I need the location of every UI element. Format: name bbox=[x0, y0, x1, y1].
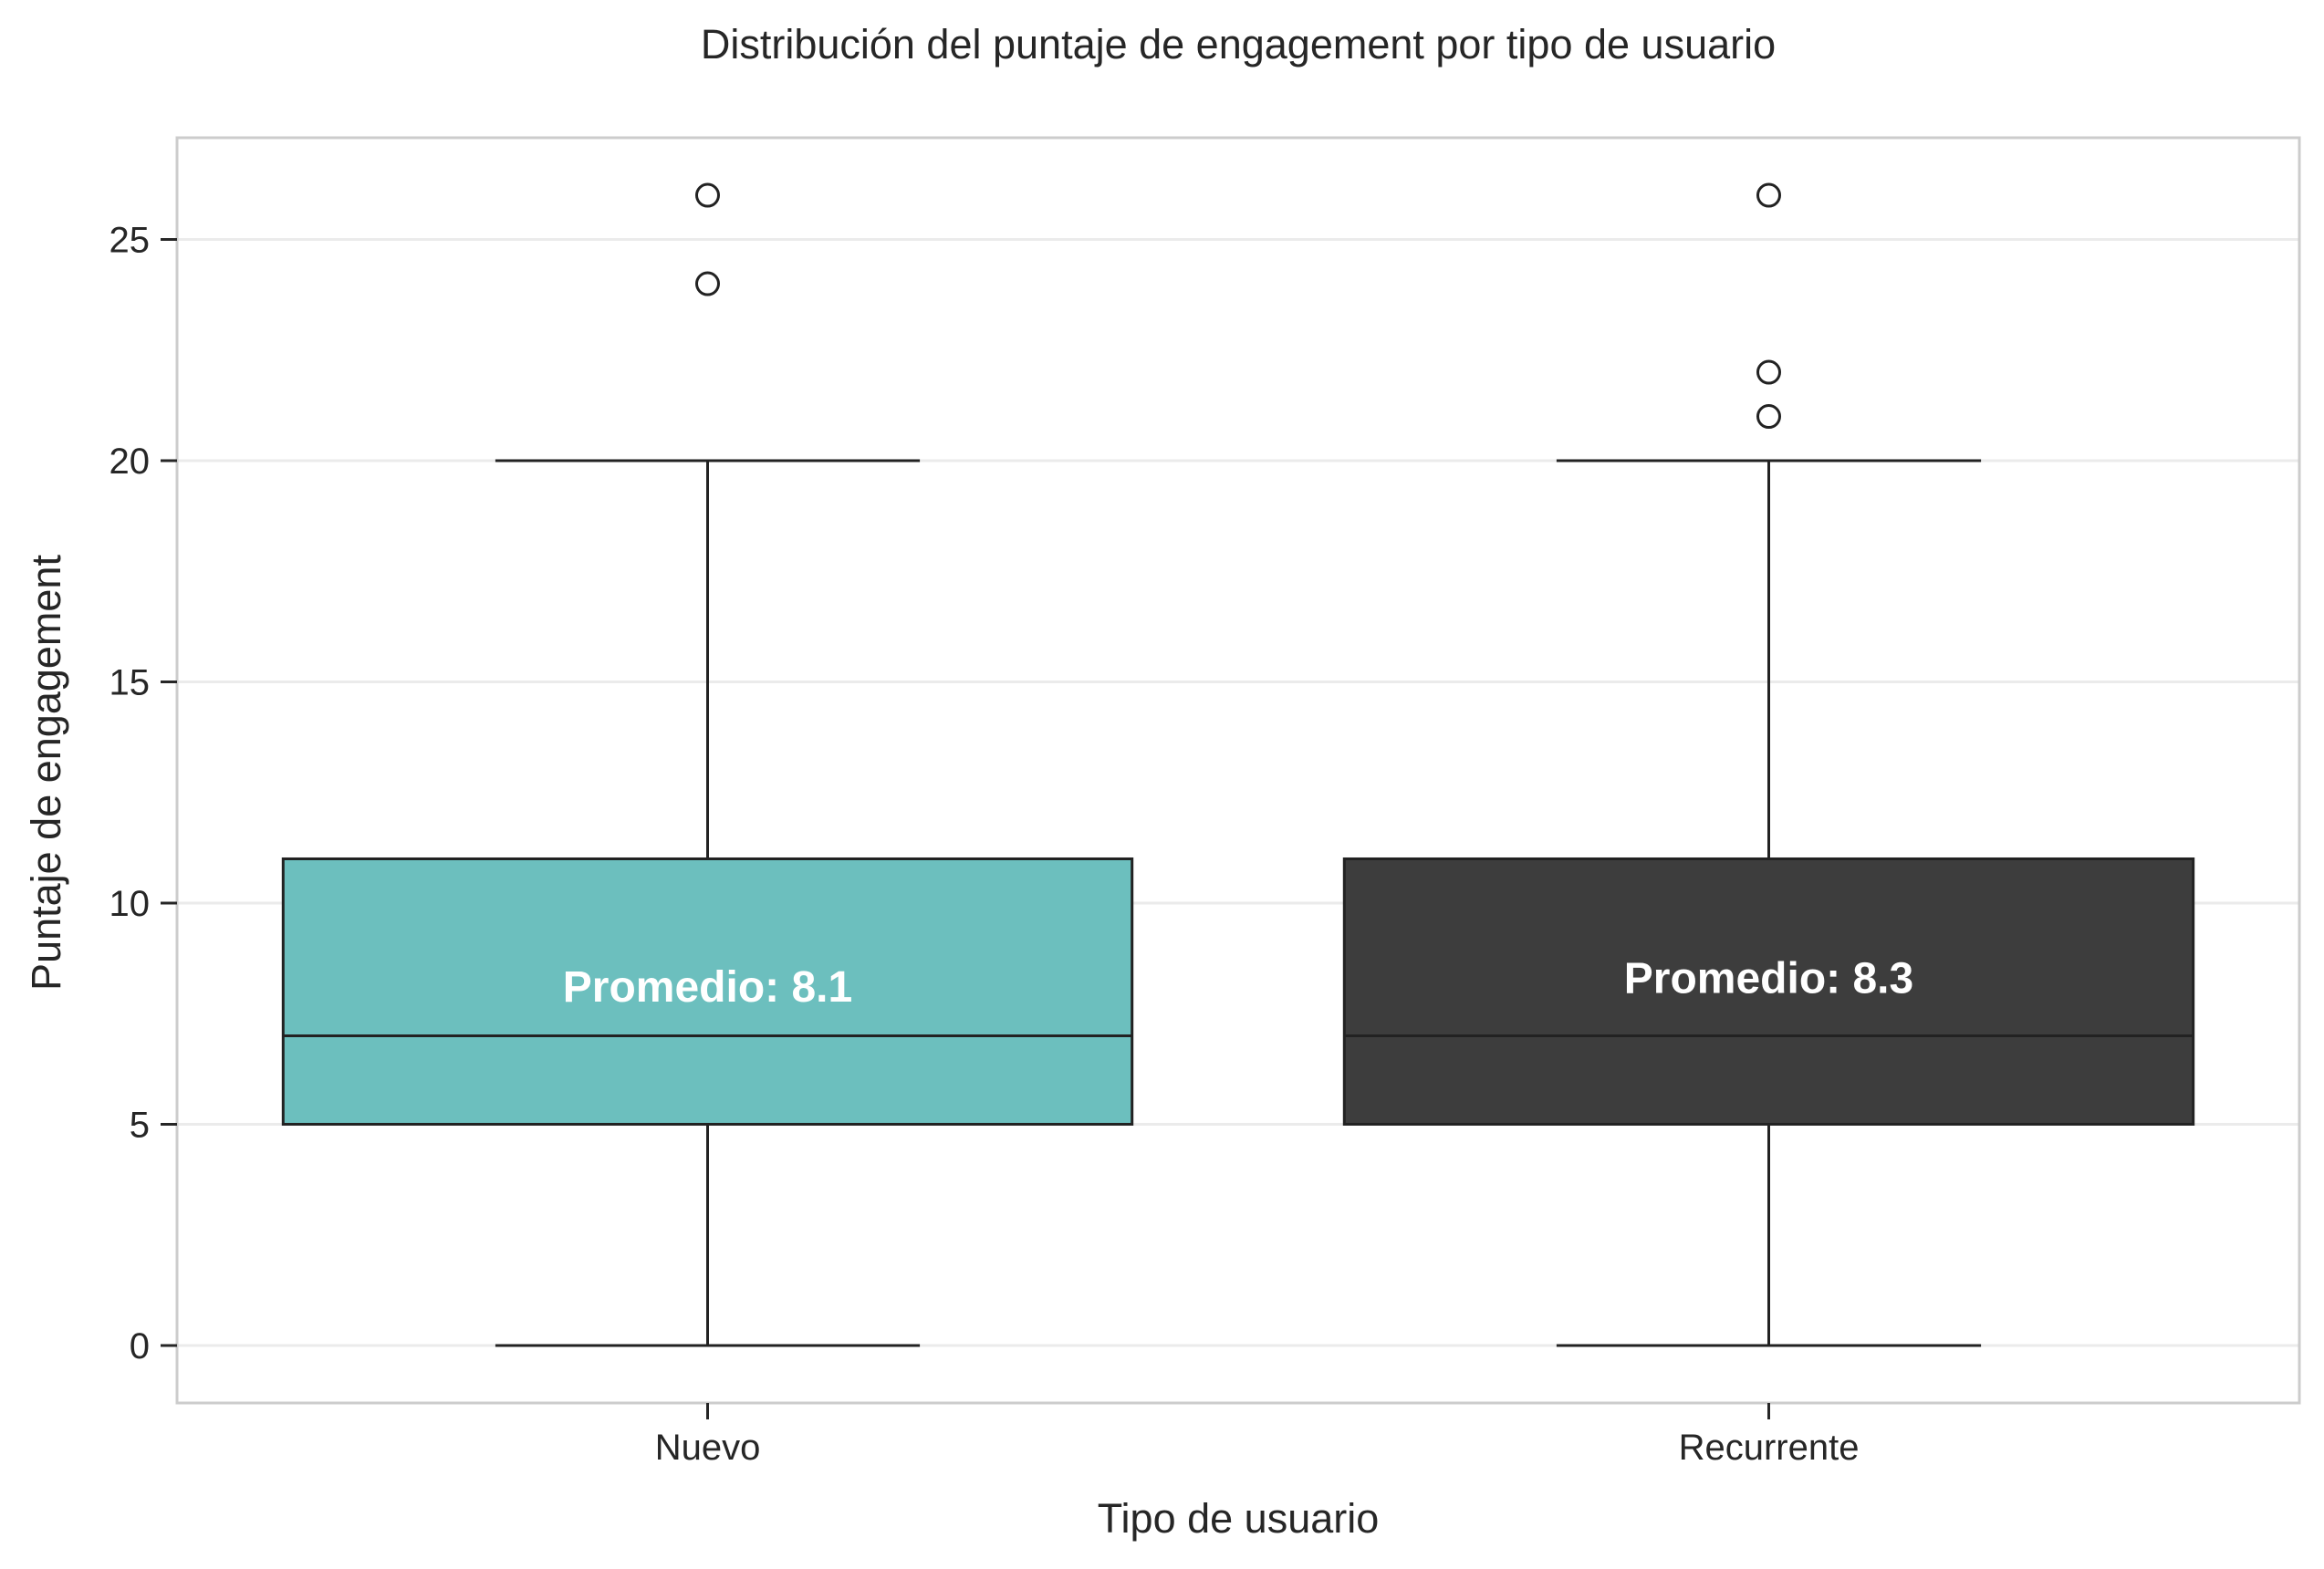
outlier-point bbox=[1756, 182, 1781, 208]
mean-label: Promedio: 8.3 bbox=[1624, 954, 1913, 1003]
y-tick-label: 0 bbox=[130, 1326, 150, 1366]
outlier-point bbox=[1756, 359, 1781, 385]
outlier-point bbox=[1756, 404, 1781, 430]
y-tick-label: 15 bbox=[109, 663, 151, 703]
mean-label: Promedio: 8.1 bbox=[563, 963, 852, 1012]
y-tick-label: 5 bbox=[130, 1105, 150, 1145]
chart-title: Distribución del puntaje de engagement p… bbox=[701, 21, 1776, 68]
box-iqr bbox=[1342, 857, 2195, 1126]
plot-frame bbox=[175, 136, 2301, 1405]
y-tick-label: 20 bbox=[109, 442, 151, 482]
y-axis-label: Puntaje de engagement bbox=[23, 555, 69, 991]
outlier-point bbox=[695, 182, 720, 208]
plot-area: 0 5 10 15 20 25 Nuevo Recurrente Promedio: 8.1 Pr… bbox=[109, 136, 2301, 1468]
x-tick-label: Nuevo bbox=[655, 1428, 761, 1468]
outlier-point bbox=[695, 271, 720, 296]
y-tick-label: 25 bbox=[109, 221, 151, 261]
x-axis-label: Tipo de usuario bbox=[1098, 1495, 1380, 1542]
x-tick-label: Recurrente bbox=[1679, 1428, 1860, 1468]
box-iqr bbox=[281, 857, 1134, 1126]
y-tick-label: 10 bbox=[109, 884, 151, 924]
